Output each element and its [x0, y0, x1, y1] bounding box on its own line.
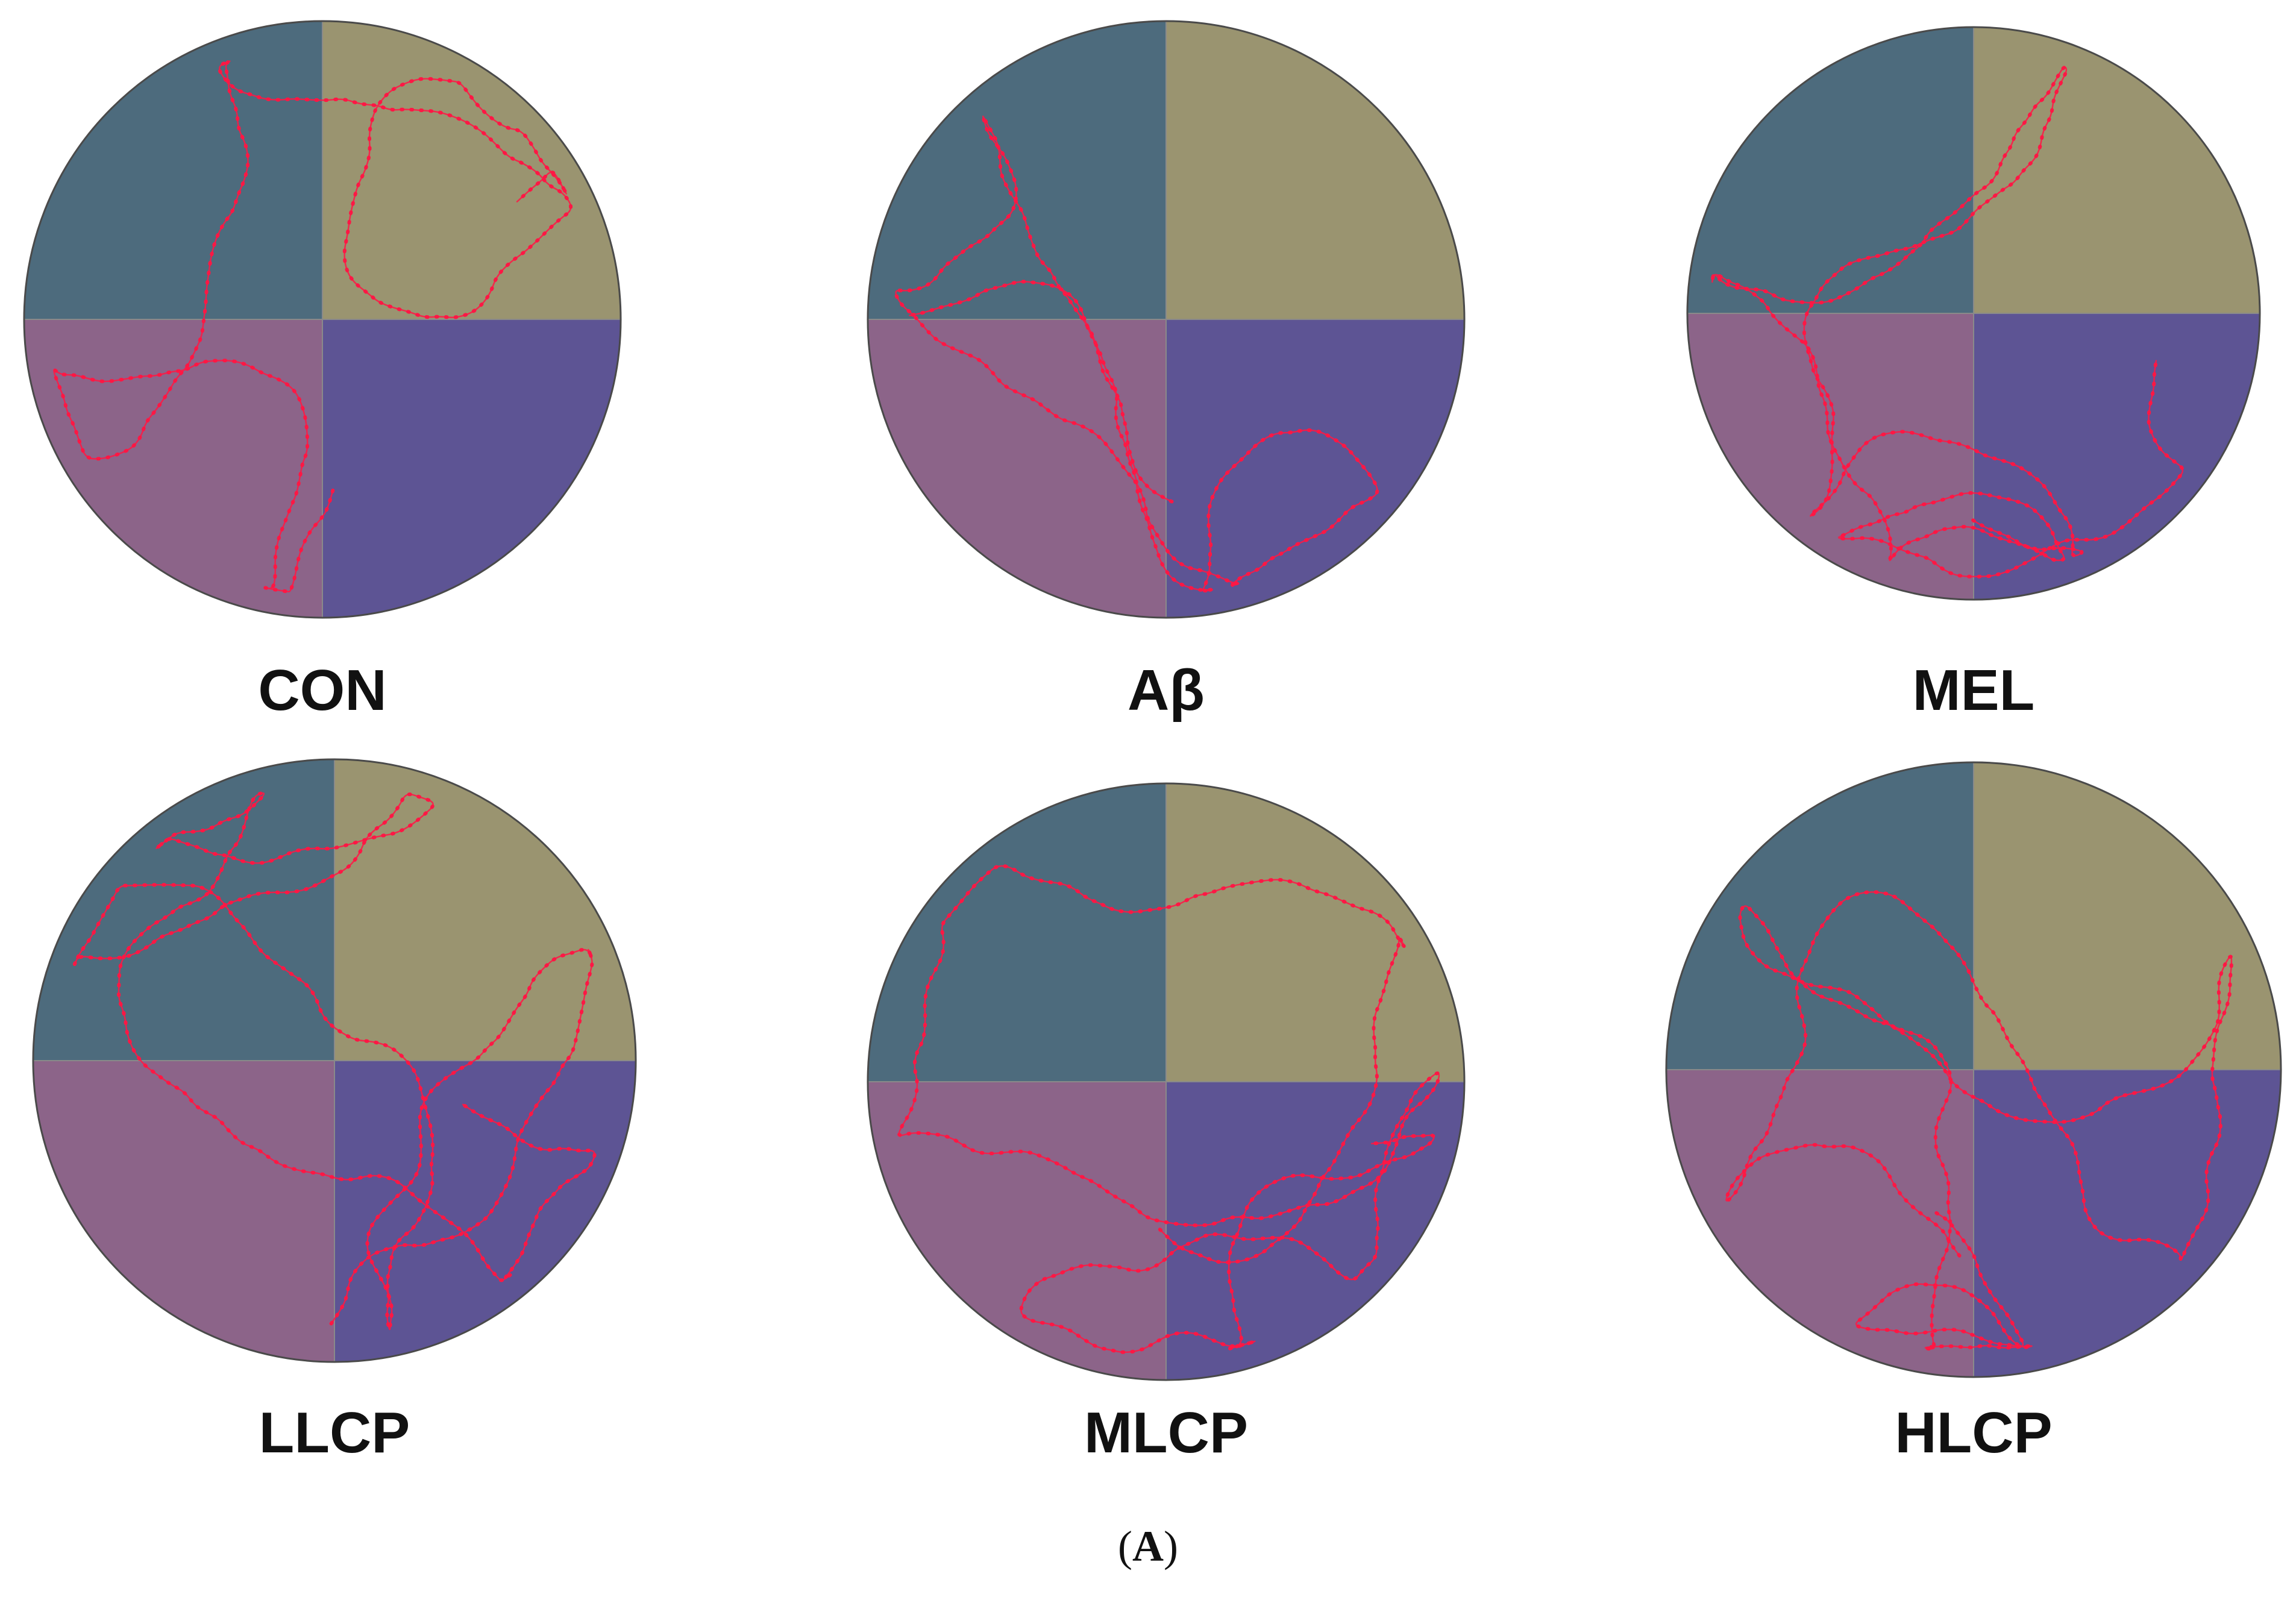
panel-llcp	[32, 758, 637, 1363]
quadrant-bottom-left	[33, 1061, 334, 1362]
quadrant-top-left	[33, 759, 334, 1061]
panel-label-mlcp: MLCP	[1084, 1401, 1248, 1465]
quadrant-top-left	[1687, 27, 1974, 313]
quadrant-top-right	[1974, 762, 2281, 1070]
arena-border	[867, 782, 1466, 1381]
quadrant-bottom-left	[868, 1082, 1166, 1380]
quadrant-bottom-left	[24, 319, 322, 618]
arena-border	[32, 758, 637, 1363]
quadrant-top-right	[1166, 21, 1464, 319]
arena-con	[24, 21, 621, 618]
swim-path-points	[72, 791, 597, 1331]
arena-mel	[1687, 27, 2260, 600]
caption-close: )	[1164, 1522, 1178, 1570]
quadrant-bottom-left	[868, 319, 1166, 618]
arena-llcp	[33, 759, 636, 1362]
arena-border	[867, 20, 1466, 619]
swim-path-points	[1710, 65, 2185, 579]
arena-border	[1665, 761, 2282, 1378]
figure-caption: (A)	[1118, 1522, 1178, 1570]
panel-mlcp	[867, 782, 1466, 1381]
swim-path-points	[894, 114, 1379, 593]
swim-path-points	[52, 59, 573, 594]
panel-label-abeta: Aβ	[1128, 658, 1205, 723]
caption-open: (	[1118, 1522, 1132, 1570]
quadrant-bottom-right	[1974, 313, 2260, 600]
quadrant-top-right	[1974, 27, 2260, 313]
arena-hlcp	[1666, 762, 2281, 1377]
arena-abeta	[868, 21, 1464, 618]
quadrant-bottom-right	[334, 1061, 636, 1362]
panel-mel	[1686, 26, 2261, 601]
quadrant-bottom-right	[1166, 1082, 1464, 1380]
panel-con	[23, 20, 622, 619]
quadrant-top-left	[868, 783, 1166, 1082]
panel-label-hlcp: HLCP	[1895, 1401, 2052, 1465]
quadrant-top-right	[334, 759, 636, 1061]
arena-mlcp	[868, 783, 1464, 1380]
panel-abeta	[867, 20, 1466, 619]
quadrant-bottom-right	[322, 319, 621, 618]
swim-path-points	[1724, 890, 2233, 1351]
swim-path-points	[897, 864, 1441, 1354]
panel-label-llcp: LLCP	[259, 1401, 410, 1465]
quadrant-top-left	[24, 21, 322, 319]
arena-border	[23, 20, 622, 619]
panel-label-con: CON	[258, 658, 386, 723]
quadrant-top-right	[1166, 783, 1464, 1082]
panel-label-mel: MEL	[1913, 658, 2035, 723]
quadrant-top-left	[868, 21, 1166, 319]
quadrant-bottom-left	[1687, 313, 1974, 600]
caption-letter: A	[1132, 1522, 1164, 1570]
quadrant-top-left	[1666, 762, 1974, 1070]
quadrant-bottom-right	[1974, 1070, 2281, 1377]
quadrant-top-right	[322, 21, 621, 319]
panel-hlcp	[1665, 761, 2282, 1378]
arena-border	[1686, 26, 2261, 601]
